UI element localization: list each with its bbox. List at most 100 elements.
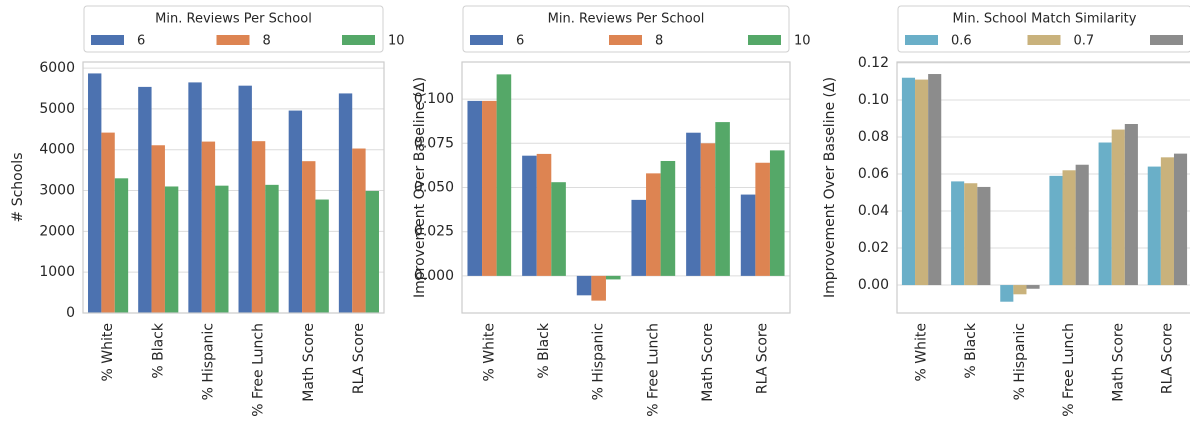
legend-swatch [905,35,938,45]
bar [700,143,716,276]
legend-swatch [470,35,503,45]
bar [352,148,366,313]
x-tick-label: % White [481,323,497,381]
legend-box [462,5,790,53]
x-tick-label: % Free Lunch [645,323,661,417]
bar [686,132,701,276]
legend: Min. Reviews Per School 6 8 10 [83,5,405,53]
y-tick-label: 3000 [39,183,75,199]
x-tick-label: Math Score [700,323,716,402]
bar [915,79,929,286]
y-tick-label: 0.100 [414,91,454,107]
y-tick-label: 0.000 [414,268,454,284]
legend-title: Min. School Match Similarity [953,12,1137,27]
plot-frame [461,61,791,314]
bar [101,132,115,313]
bar [1075,164,1089,286]
bar [138,86,152,313]
bar [605,275,621,280]
bar [631,199,647,276]
bar [522,155,537,276]
bar [1124,124,1138,286]
legend-swatch [609,35,642,45]
x-tick-label: RLA Score [1159,323,1175,394]
x-tick-label: % White [914,323,930,381]
y-tick-label: 6000 [39,60,75,76]
bar [151,145,165,313]
bar [591,275,606,301]
bar [365,190,379,313]
bar [1173,153,1188,286]
legend-label: 10 [794,34,811,49]
y-tick-label: 0 [66,305,75,321]
legend-label: 8 [655,34,663,49]
bar [928,74,942,286]
bar [1049,175,1063,286]
bar [660,160,676,276]
bar [964,183,978,286]
bar [1000,285,1014,302]
legend-title: Min. Reviews Per School [548,12,705,27]
bar [715,122,730,276]
x-tick-label: RLA Score [755,323,771,394]
bar [740,194,756,276]
bar [288,110,303,314]
legend-label: 0.6 [951,34,972,49]
bar [755,162,770,276]
bar [251,141,266,313]
legend-swatch [91,35,124,45]
x-tick-label: % Hispanic [200,323,216,400]
x-tick-label: % Hispanic [1012,323,1028,400]
legend-swatch [1027,35,1061,45]
legend-label: 0.7 [1074,34,1095,49]
bar [646,173,661,276]
bar [1098,142,1112,286]
y-axis-label: Improvement Over Baseline (Δ) [822,77,838,298]
legend-swatch [216,35,250,45]
bar [482,100,497,276]
bar [977,186,991,286]
bar [338,93,353,313]
y-tick-label: 1000 [39,264,75,280]
legend-label: 8 [263,34,271,49]
bar [114,178,129,313]
legend-title: Min. Reviews Per School [155,12,312,27]
y-axis-label: Improvement Over Baseline (Δ) [412,77,428,298]
bar [769,150,785,276]
x-tick-label: RLA Score [351,323,367,394]
y-tick-label: 0.08 [858,129,889,145]
legend-box [83,5,384,53]
y-tick-label: 0.06 [858,166,889,182]
legend-swatch [1150,35,1183,45]
y-tick-label: 0.04 [858,203,889,219]
legend-swatch [342,35,375,45]
x-tick-label: % Free Lunch [251,323,267,417]
bar [901,77,916,286]
chart: 0 1000 2000 3000 4000 5000 6000 # Schools % Whit… [10,5,405,417]
bar [201,141,216,313]
bar [467,100,483,276]
bar [551,182,566,276]
bar [302,161,316,313]
y-tick-label: 0.02 [858,240,889,256]
bar [1062,170,1076,286]
y-axis-label: # Schools [10,153,26,223]
y-tick-label: 4000 [39,142,75,158]
plot-frame [896,61,1190,314]
bar [215,185,229,313]
bar [238,85,252,314]
x-tick-label: Math Score [301,323,317,402]
bar [1160,157,1174,286]
y-tick-label: 0.10 [858,92,889,108]
legend-label: 6 [137,34,145,49]
bar [265,184,279,313]
x-tick-label: % Black [150,322,166,379]
y-tick-label: 0.025 [414,224,454,240]
bar [536,153,552,276]
x-tick-label: Math Score [1110,323,1126,402]
bar [88,73,102,313]
y-tick-label: 0.075 [414,135,454,151]
